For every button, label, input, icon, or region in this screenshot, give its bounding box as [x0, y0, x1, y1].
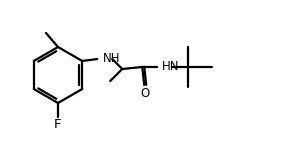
Text: F: F — [54, 118, 62, 131]
Text: HN: HN — [162, 60, 180, 74]
Text: NH: NH — [103, 52, 121, 66]
Text: O: O — [141, 87, 150, 100]
